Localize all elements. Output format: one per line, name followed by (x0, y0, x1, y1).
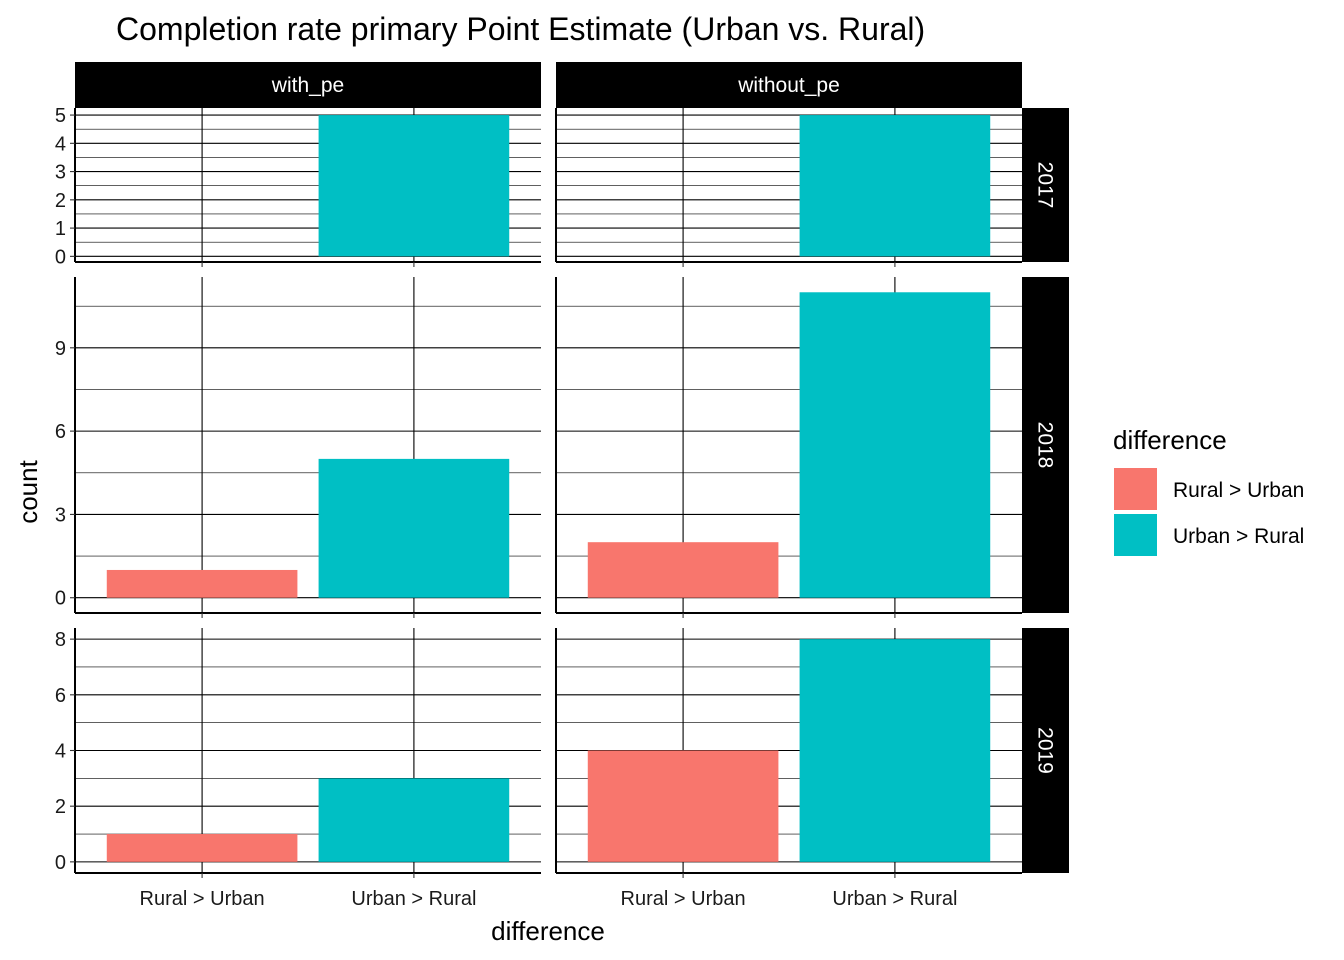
column-strip-with_pe (75, 62, 541, 108)
row-strip-2018 (1022, 277, 1069, 613)
row-strip-label: 2017 (1034, 162, 1057, 209)
legend-key-rural-gt-urban (1114, 468, 1157, 510)
legend-key-urban-gt-rural (1114, 514, 1157, 556)
y-tick-label: 4 (55, 741, 66, 763)
x-tick-label: Urban > Rural (351, 888, 476, 910)
y-tick-label: 1 (55, 218, 66, 240)
row-strip-label: 2018 (1034, 422, 1057, 469)
y-tick-label: 9 (55, 338, 66, 360)
bar-without_pe-2019-urban-gt-rural (799, 639, 991, 862)
x-axis-title: difference (491, 916, 605, 946)
legend: difference Rural > Urban Urban > Rural (1113, 425, 1304, 556)
legend-title: difference (1113, 425, 1227, 455)
legend-label: Urban > Rural (1173, 525, 1304, 548)
y-tick-label: 5 (55, 105, 66, 127)
row-strip-2017 (1022, 108, 1069, 262)
y-tick-label: 8 (55, 629, 66, 651)
y-tick-label: 0 (55, 852, 66, 874)
column-strip-label: without_pe (737, 74, 840, 97)
y-tick-label: 6 (55, 421, 66, 443)
x-tick-label: Urban > Rural (832, 888, 957, 910)
x-tick-label: Rural > Urban (621, 888, 746, 910)
bar-without_pe-2017-urban-gt-rural (799, 115, 991, 257)
y-tick-label: 0 (55, 246, 66, 268)
panel-grid: with_pe without_pe 2017 0 1 2 3 4 5 2018 0 3 6 9 2019 0… (55, 62, 1069, 910)
bar-without_pe-2018-rural-gt-urban (587, 542, 779, 598)
y-axis-title: count (13, 459, 43, 523)
y-tick-label: 3 (55, 162, 66, 184)
x-tick-label: Rural > Urban (140, 888, 265, 910)
bar-with_pe-2018-urban-gt-rural (318, 458, 510, 598)
y-tick-label: 4 (55, 133, 66, 155)
y-tick-label: 2 (55, 796, 66, 818)
bar-with_pe-2019-rural-gt-urban (106, 834, 298, 862)
y-tick-label: 3 (55, 504, 66, 526)
column-strip-label: with_pe (271, 74, 344, 97)
bar-with_pe-2019-urban-gt-rural (318, 778, 510, 862)
bar-with_pe-2017-urban-gt-rural (318, 115, 510, 257)
row-strip-label: 2019 (1034, 727, 1057, 774)
y-tick-label: 6 (55, 685, 66, 707)
chart-title: Completion rate primary Point Estimate (… (116, 11, 925, 47)
y-tick-label: 2 (55, 190, 66, 212)
legend-label: Rural > Urban (1173, 479, 1304, 502)
bar-without_pe-2018-urban-gt-rural (799, 292, 991, 598)
y-tick-label: 0 (55, 588, 66, 610)
bar-with_pe-2018-rural-gt-urban (106, 569, 298, 598)
row-strip-2019 (1022, 628, 1069, 873)
bar-without_pe-2019-rural-gt-urban (587, 750, 779, 862)
column-strip-without_pe (556, 62, 1022, 108)
